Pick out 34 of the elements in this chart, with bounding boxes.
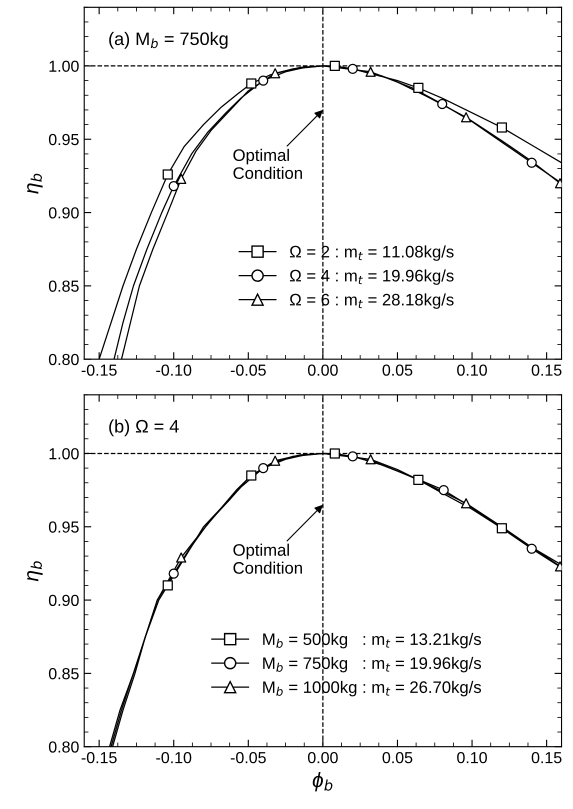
y-tick-label: 0.85 <box>48 668 79 680</box>
x-tick-label: -0.15 <box>82 364 117 376</box>
x-tick-label: 0.05 <box>382 364 412 376</box>
x-tick-label: -0.05 <box>230 364 266 376</box>
y-tick-label: 1.00 <box>50 60 79 72</box>
annotation: Optimal Condition <box>233 544 302 574</box>
y-tick-label: 0.85 <box>48 280 79 292</box>
x-tick-label: 0.15 <box>532 364 562 376</box>
legend-label: M$_{b}$ = 1000kg : m$_{t}$ = 26.70kg/s <box>263 680 482 696</box>
legend-label: M$_{b}$ = 750kg : m$_{t}$ = 19.96kg/s <box>263 656 482 672</box>
x-tick-label: -0.10 <box>156 752 192 764</box>
text: (b) Ω = 4 <box>109 419 179 436</box>
x-tick-label: -0.15 <box>82 752 117 764</box>
y-tick-label: 0.95 <box>48 521 79 533</box>
annotation: Optimal Condition <box>233 148 302 180</box>
y-tick-label: 0.80 <box>48 741 79 753</box>
y-tick-label: 0.80 <box>48 354 79 366</box>
x-tick-label: -0.10 <box>156 364 192 376</box>
y-tick-label: 1.00 <box>50 448 79 460</box>
x-tick-label: 0.00 <box>308 752 338 764</box>
y-tick-label: 0.95 <box>48 134 79 146</box>
x-tick-label: 0.05 <box>382 752 412 764</box>
x-axis-title: ϕ$_{b}$ <box>312 772 332 792</box>
x-tick-label: -0.05 <box>230 752 266 764</box>
y-tick-label: 0.90 <box>48 594 79 606</box>
x-tick-label: 0.10 <box>457 364 487 376</box>
x-tick-label: 0.10 <box>457 752 487 764</box>
legend-label: M$_{b}$ = 500kg : m$_{t}$ = 13.21kg/s <box>263 632 482 648</box>
y-axis-title: η$_{b}$ <box>27 174 43 194</box>
y-axis-title: η$_{b}$ <box>27 561 43 582</box>
x-tick-label: 0.00 <box>308 364 338 376</box>
text: (a) M$_{b}$ = 750kg <box>109 32 228 49</box>
y-tick-label: 0.90 <box>48 207 79 219</box>
x-tick-label: 0.15 <box>532 752 562 764</box>
